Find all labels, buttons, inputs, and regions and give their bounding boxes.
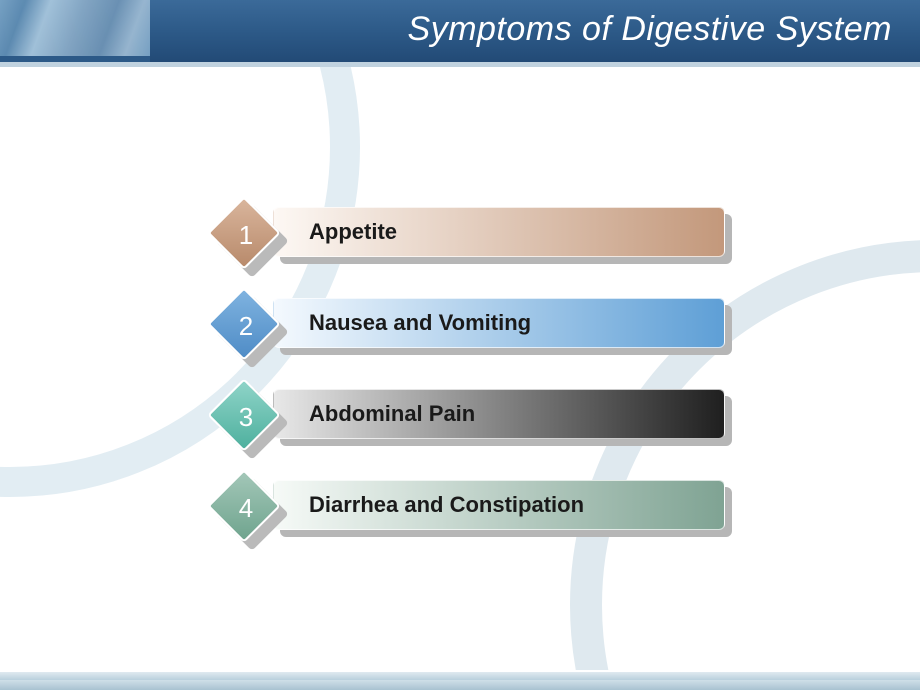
item-label: Diarrhea and Constipation	[309, 492, 584, 518]
item-label: Nausea and Vomiting	[309, 310, 531, 336]
item-label: Appetite	[309, 219, 397, 245]
list-item: Nausea and Vomiting 2	[218, 298, 728, 348]
item-label: Abdominal Pain	[309, 401, 475, 427]
item-bar-abdominal: Abdominal Pain	[273, 389, 725, 439]
slide-title: Symptoms of Digestive System	[408, 10, 892, 49]
item-bar-appetite: Appetite	[273, 207, 725, 257]
list-item: Abdominal Pain 3	[218, 389, 728, 439]
list-item: Appetite 1	[218, 207, 728, 257]
item-number: 4	[218, 480, 274, 536]
item-number: 1	[218, 207, 274, 263]
item-number: 2	[218, 298, 274, 354]
header-accent-image	[0, 0, 150, 56]
list-item: Diarrhea and Constipation 4	[218, 480, 728, 530]
footer-bar-lower	[0, 680, 920, 690]
header-underline	[0, 62, 920, 67]
item-bar-diarrhea: Diarrhea and Constipation	[273, 480, 725, 530]
item-bar-nausea: Nausea and Vomiting	[273, 298, 725, 348]
item-number: 3	[218, 389, 274, 445]
symptoms-list: Appetite 1 Nausea and Vomiting 2 Abdomin…	[218, 207, 742, 571]
footer-bar-upper	[0, 672, 920, 680]
